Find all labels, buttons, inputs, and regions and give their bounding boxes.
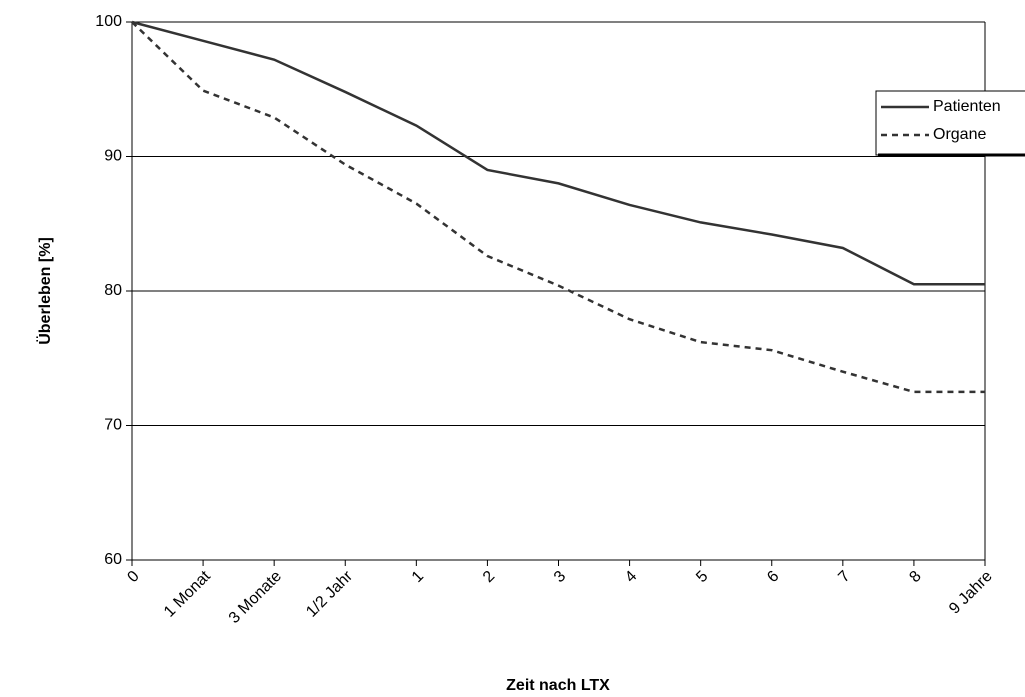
legend: Patienten Organe bbox=[875, 90, 1025, 157]
x-tick-label: 9 Jahre bbox=[946, 568, 996, 618]
x-tick-label: 2 bbox=[480, 568, 498, 586]
legend-box bbox=[875, 90, 1025, 156]
data-line bbox=[131, 21, 985, 394]
y-tick-label: 80 bbox=[104, 282, 122, 299]
x-tick-label: 7 bbox=[835, 568, 853, 586]
x-axis-title: Zeit nach LTX bbox=[506, 677, 610, 694]
data-line bbox=[131, 20, 985, 286]
legend-label: Patienten bbox=[933, 98, 1001, 115]
x-tick-label: 3 Monate bbox=[226, 568, 285, 627]
x-tick-label: 6 bbox=[764, 568, 782, 586]
x-tick-label: 1 bbox=[409, 568, 427, 586]
x-tick-label: 5 bbox=[693, 568, 711, 586]
x-tick-label: 1 Monat bbox=[161, 567, 214, 620]
x-tick-label: 1/2 Jahr bbox=[303, 567, 356, 620]
y-tick-label: 70 bbox=[104, 417, 122, 434]
y-tick-label: 60 bbox=[104, 551, 122, 568]
legend-label: Organe bbox=[933, 126, 986, 143]
y-axis-title: Überleben [%] bbox=[35, 237, 54, 345]
x-tick-label: 8 bbox=[906, 568, 924, 586]
y-tick-label: 100 bbox=[95, 13, 122, 30]
x-tick-label: 4 bbox=[622, 568, 640, 586]
x-tick-label: 0 bbox=[124, 568, 142, 586]
x-tick-label: 3 bbox=[551, 568, 569, 586]
y-tick-label: 90 bbox=[104, 148, 122, 165]
